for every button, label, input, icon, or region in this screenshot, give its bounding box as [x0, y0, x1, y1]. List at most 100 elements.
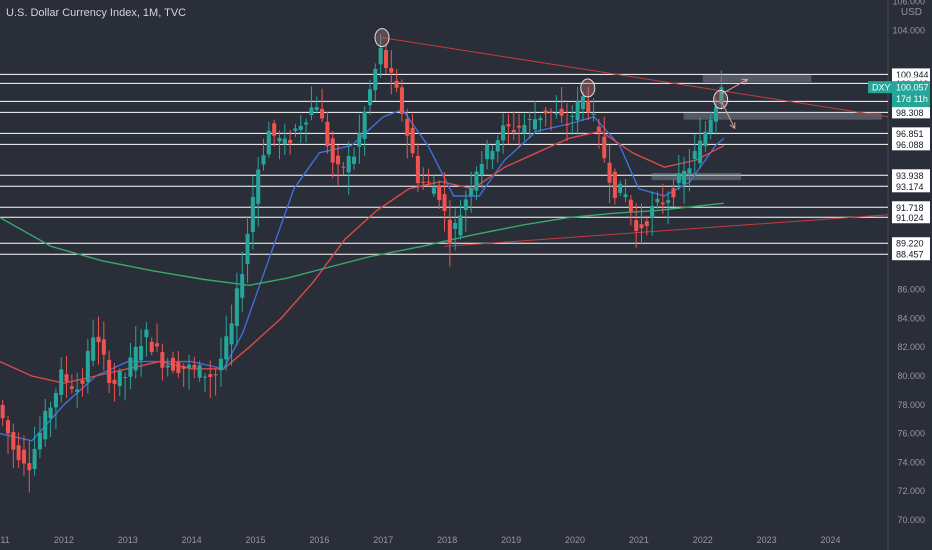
candle-body [101, 339, 106, 355]
candle-body [469, 188, 474, 196]
candle-body [490, 150, 495, 160]
candle-body [373, 68, 378, 91]
candle-body [0, 404, 5, 419]
moving-average-line [0, 130, 725, 384]
candle-body [325, 121, 330, 147]
projection-line [721, 102, 736, 129]
candle-body [437, 185, 442, 200]
candle-body [85, 350, 90, 382]
candle-body [53, 392, 58, 408]
candle-body [660, 202, 665, 205]
level-label: 96.851 [896, 129, 924, 139]
candle-body [304, 122, 309, 125]
candle-body [272, 123, 277, 136]
y-tick-label: 104.000 [892, 25, 925, 35]
candle-body [650, 205, 655, 218]
candle-body [708, 119, 713, 134]
candle-body [458, 215, 463, 236]
candle-body [495, 140, 500, 152]
candle-body [511, 130, 516, 133]
candle-body [256, 169, 261, 204]
candle-body [197, 365, 202, 378]
candle-body [586, 100, 591, 113]
candle-body [32, 448, 37, 469]
candle-body [580, 96, 585, 110]
candle-body [394, 80, 399, 88]
moving-average-line [0, 202, 724, 287]
candle-body [527, 119, 532, 121]
candle-body [405, 118, 410, 136]
candle-body [224, 336, 229, 360]
candle-body [186, 364, 192, 369]
candle-body [149, 341, 154, 352]
projection-arrowhead [741, 78, 749, 85]
candle-body [37, 432, 42, 450]
candle-body [314, 107, 319, 111]
candle-body [288, 139, 293, 144]
level-lines [0, 73, 888, 255]
x-tick-label: 2013 [118, 535, 138, 545]
candle-body [208, 374, 213, 377]
candle-body [463, 199, 468, 210]
candle-body [453, 222, 458, 229]
candle-body [543, 110, 548, 114]
candle-body [703, 131, 708, 147]
candle-body [602, 136, 607, 159]
zone-rect [702, 75, 812, 83]
candle-body [362, 111, 367, 140]
currency-label: USD [900, 7, 922, 18]
candle-body [655, 198, 660, 203]
candle-body [357, 133, 362, 147]
x-tick-label: 2014 [182, 535, 202, 545]
candle-body [367, 89, 373, 106]
candle-body [692, 150, 697, 160]
candle-body [117, 371, 122, 387]
candle-body [11, 432, 16, 450]
y-tick-label: 84.000 [897, 313, 925, 323]
candle-body [21, 449, 26, 464]
chart-title: U.S. Dollar Currency Index, 1M, TVC [6, 7, 187, 19]
candle-body [213, 374, 218, 376]
candle-body [282, 138, 287, 145]
candle-body [447, 219, 452, 244]
candle-body [330, 138, 335, 163]
trend-line [443, 214, 889, 247]
candle-body [234, 288, 239, 327]
candle-body [378, 47, 383, 65]
candle-body [144, 329, 149, 338]
candle-body [426, 181, 431, 183]
candle-body [133, 346, 138, 371]
candle-body [682, 170, 687, 185]
x-tick-label: 2012 [54, 535, 74, 545]
candle-body [479, 163, 484, 175]
price-badge-value: 100.057 [896, 83, 929, 93]
x-tick-label: 2016 [309, 535, 329, 545]
candle-body [607, 162, 612, 183]
x-tick-label: 2019 [501, 535, 521, 545]
candle-body [421, 181, 426, 183]
y-tick-label: 86.000 [897, 285, 925, 295]
candle-body [389, 68, 394, 73]
candle-body [501, 125, 506, 141]
candle-body [266, 130, 271, 155]
level-label-box [892, 169, 930, 182]
candle-body [666, 200, 671, 203]
candle-body [596, 126, 601, 132]
x-tick-label: 2023 [757, 535, 777, 545]
candle-body [506, 124, 511, 127]
candle-body [181, 366, 186, 369]
candle-body [612, 171, 617, 198]
candle-body [43, 410, 48, 440]
level-label: 93.938 [896, 171, 924, 181]
level-label-box [892, 248, 930, 261]
candle-body [644, 221, 649, 226]
x-tick-label: 2015 [246, 535, 266, 545]
candle-body [628, 199, 633, 213]
candle-body [5, 420, 11, 434]
candle-body [96, 336, 101, 343]
candle-body [575, 101, 580, 121]
level-label: 96.088 [896, 140, 924, 150]
price-badge [892, 81, 930, 108]
